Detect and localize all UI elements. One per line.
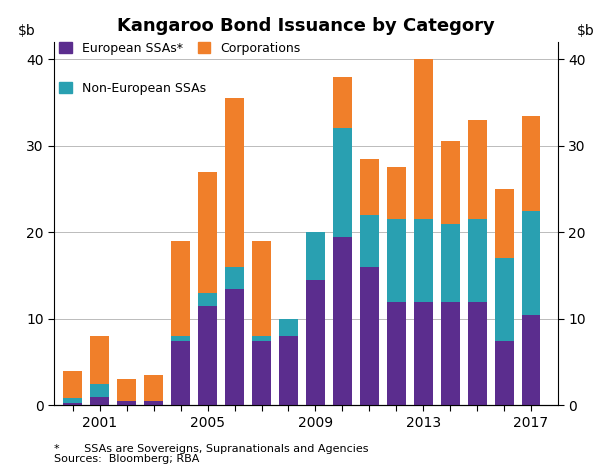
Bar	[91, 384, 109, 397]
Bar	[252, 341, 271, 405]
Bar	[494, 258, 514, 341]
Bar	[333, 129, 352, 237]
Bar	[468, 120, 487, 219]
Bar	[118, 401, 136, 405]
Bar	[225, 98, 244, 267]
Bar	[306, 233, 325, 280]
Bar	[494, 341, 514, 405]
Text: $b: $b	[17, 24, 35, 38]
Bar	[333, 76, 352, 129]
Bar	[252, 241, 271, 336]
Bar	[333, 237, 352, 405]
Bar	[91, 336, 109, 384]
Bar	[521, 116, 541, 211]
Bar	[468, 302, 487, 405]
Bar	[64, 403, 82, 405]
Bar	[198, 293, 217, 306]
Bar	[171, 341, 190, 405]
Bar	[64, 371, 82, 398]
Bar	[171, 241, 190, 336]
Bar	[279, 336, 298, 405]
Legend: Non-European SSAs: Non-European SSAs	[59, 82, 206, 95]
Bar	[171, 336, 190, 341]
Bar	[360, 267, 379, 405]
Bar	[118, 379, 136, 401]
Bar	[360, 215, 379, 267]
Bar	[225, 267, 244, 288]
Bar	[306, 280, 325, 405]
Bar	[91, 397, 109, 405]
Bar	[441, 142, 460, 224]
Bar	[252, 336, 271, 341]
Bar	[414, 219, 433, 302]
Bar	[360, 159, 379, 215]
Bar	[198, 306, 217, 405]
Bar	[144, 375, 163, 401]
Bar	[494, 189, 514, 258]
Title: Kangaroo Bond Issuance by Category: Kangaroo Bond Issuance by Category	[117, 17, 495, 35]
Bar	[144, 401, 163, 405]
Bar	[64, 398, 82, 403]
Text: $b: $b	[577, 24, 595, 38]
Bar	[414, 302, 433, 405]
Bar	[279, 319, 298, 336]
Bar	[387, 219, 406, 302]
Bar	[521, 211, 541, 315]
Bar	[387, 302, 406, 405]
Bar	[414, 59, 433, 219]
Text: Sources:  Bloomberg; RBA: Sources: Bloomberg; RBA	[54, 454, 199, 464]
Bar	[468, 219, 487, 302]
Bar	[441, 302, 460, 405]
Bar	[198, 172, 217, 293]
Bar	[521, 315, 541, 405]
Bar	[387, 167, 406, 219]
Bar	[225, 288, 244, 405]
Text: *       SSAs are Sovereigns, Supranationals and Agencies: * SSAs are Sovereigns, Supranationals an…	[54, 445, 368, 454]
Bar	[441, 224, 460, 302]
